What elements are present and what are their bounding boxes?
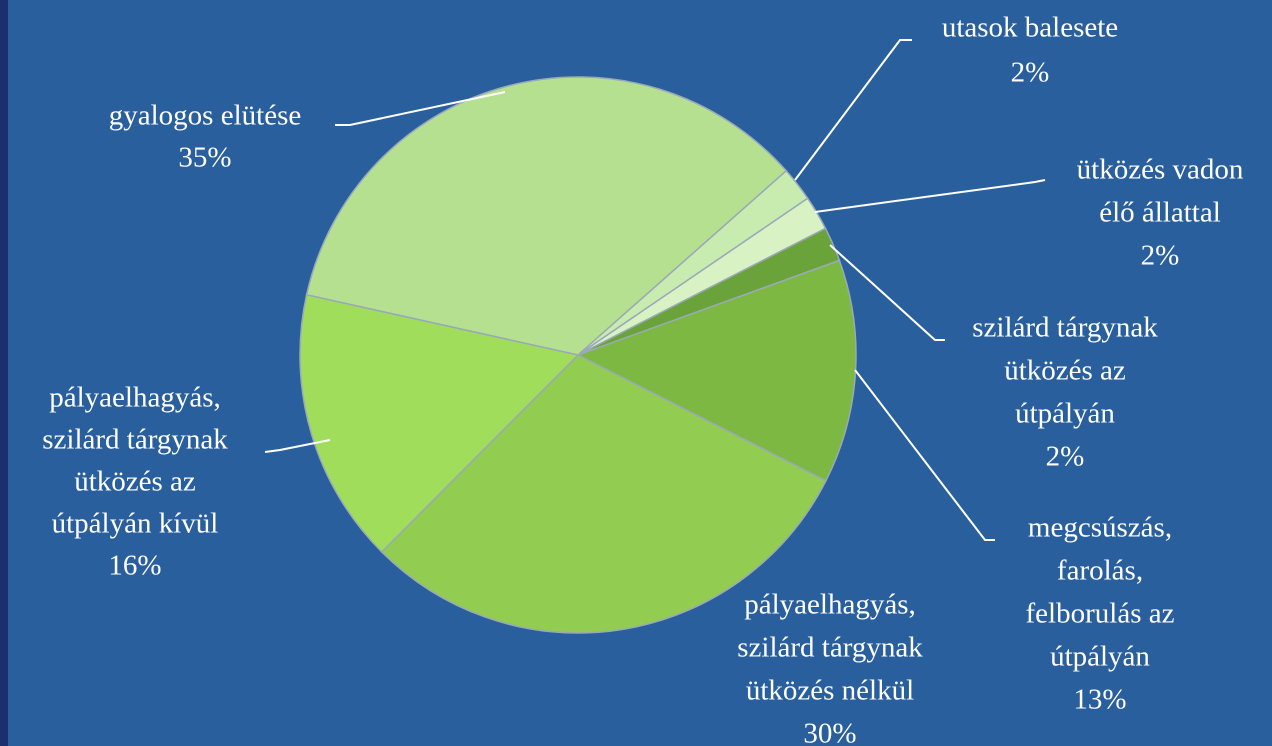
slice-value-label: 35% <box>178 142 231 174</box>
slice-label: ütközés nélkül <box>746 675 914 707</box>
slice-label: megcsúszás, <box>1028 512 1172 544</box>
leader-line <box>335 91 506 126</box>
left-border <box>0 0 8 746</box>
slice-label: ütközés az <box>1004 355 1126 387</box>
pie-slice <box>299 293 580 553</box>
slice-value-label: 13% <box>1073 684 1126 716</box>
slice-label: ütközés az <box>74 466 196 498</box>
slice-value-label: 16% <box>108 550 161 582</box>
slice-label: farolás, <box>1057 555 1143 587</box>
pie-slice <box>305 76 788 356</box>
slice-label: útpályán kívül <box>52 508 219 540</box>
slice-label: útpályán <box>1050 641 1150 673</box>
slice-label: ütközés vadon <box>1077 154 1244 186</box>
slice-label: utasok balesete <box>942 12 1118 44</box>
slice-label: szilárd tárgynak <box>737 632 923 664</box>
slice-label: útpályán <box>1015 398 1115 430</box>
leader-line <box>854 369 995 541</box>
slice-label: gyalogos elütése <box>109 100 301 132</box>
pie-slice <box>380 354 827 634</box>
slice-value-label: 2% <box>1141 240 1180 272</box>
slice-value-label: 30% <box>803 718 856 746</box>
slice-label: pályaelhagyás, <box>49 382 221 414</box>
slice-value-label: 2% <box>1046 441 1085 473</box>
leader-line <box>814 179 1046 213</box>
leader-line <box>264 439 331 453</box>
leader-line <box>794 39 912 181</box>
leader-line <box>829 244 945 341</box>
slice-label: felborulás az <box>1026 598 1175 630</box>
slice-label: élő állattal <box>1099 197 1221 229</box>
slice-label: szilárd tárgynak <box>42 424 228 456</box>
slice-label: pályaelhagyás, <box>744 589 916 621</box>
slice-label: szilárd tárgynak <box>972 312 1158 344</box>
slice-value-label: 2% <box>1011 57 1050 89</box>
